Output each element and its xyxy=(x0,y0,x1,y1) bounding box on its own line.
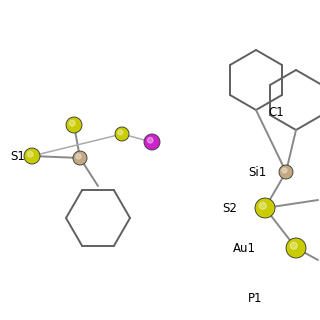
Text: C1: C1 xyxy=(268,106,284,118)
Text: Au1: Au1 xyxy=(233,243,256,255)
Text: S2: S2 xyxy=(222,202,237,214)
Ellipse shape xyxy=(282,168,287,173)
Text: Si1: Si1 xyxy=(248,165,266,179)
Ellipse shape xyxy=(144,134,160,150)
Text: P1: P1 xyxy=(248,292,262,305)
Ellipse shape xyxy=(76,154,81,159)
Ellipse shape xyxy=(115,127,129,141)
Ellipse shape xyxy=(290,242,297,249)
Ellipse shape xyxy=(73,151,87,165)
Ellipse shape xyxy=(148,138,153,143)
Ellipse shape xyxy=(255,198,275,218)
Text: S1: S1 xyxy=(10,150,25,164)
Ellipse shape xyxy=(279,165,293,179)
Ellipse shape xyxy=(259,202,266,209)
Ellipse shape xyxy=(286,238,306,258)
Ellipse shape xyxy=(28,151,33,157)
Ellipse shape xyxy=(66,117,82,133)
Ellipse shape xyxy=(118,130,123,135)
Ellipse shape xyxy=(69,120,75,126)
Ellipse shape xyxy=(24,148,40,164)
